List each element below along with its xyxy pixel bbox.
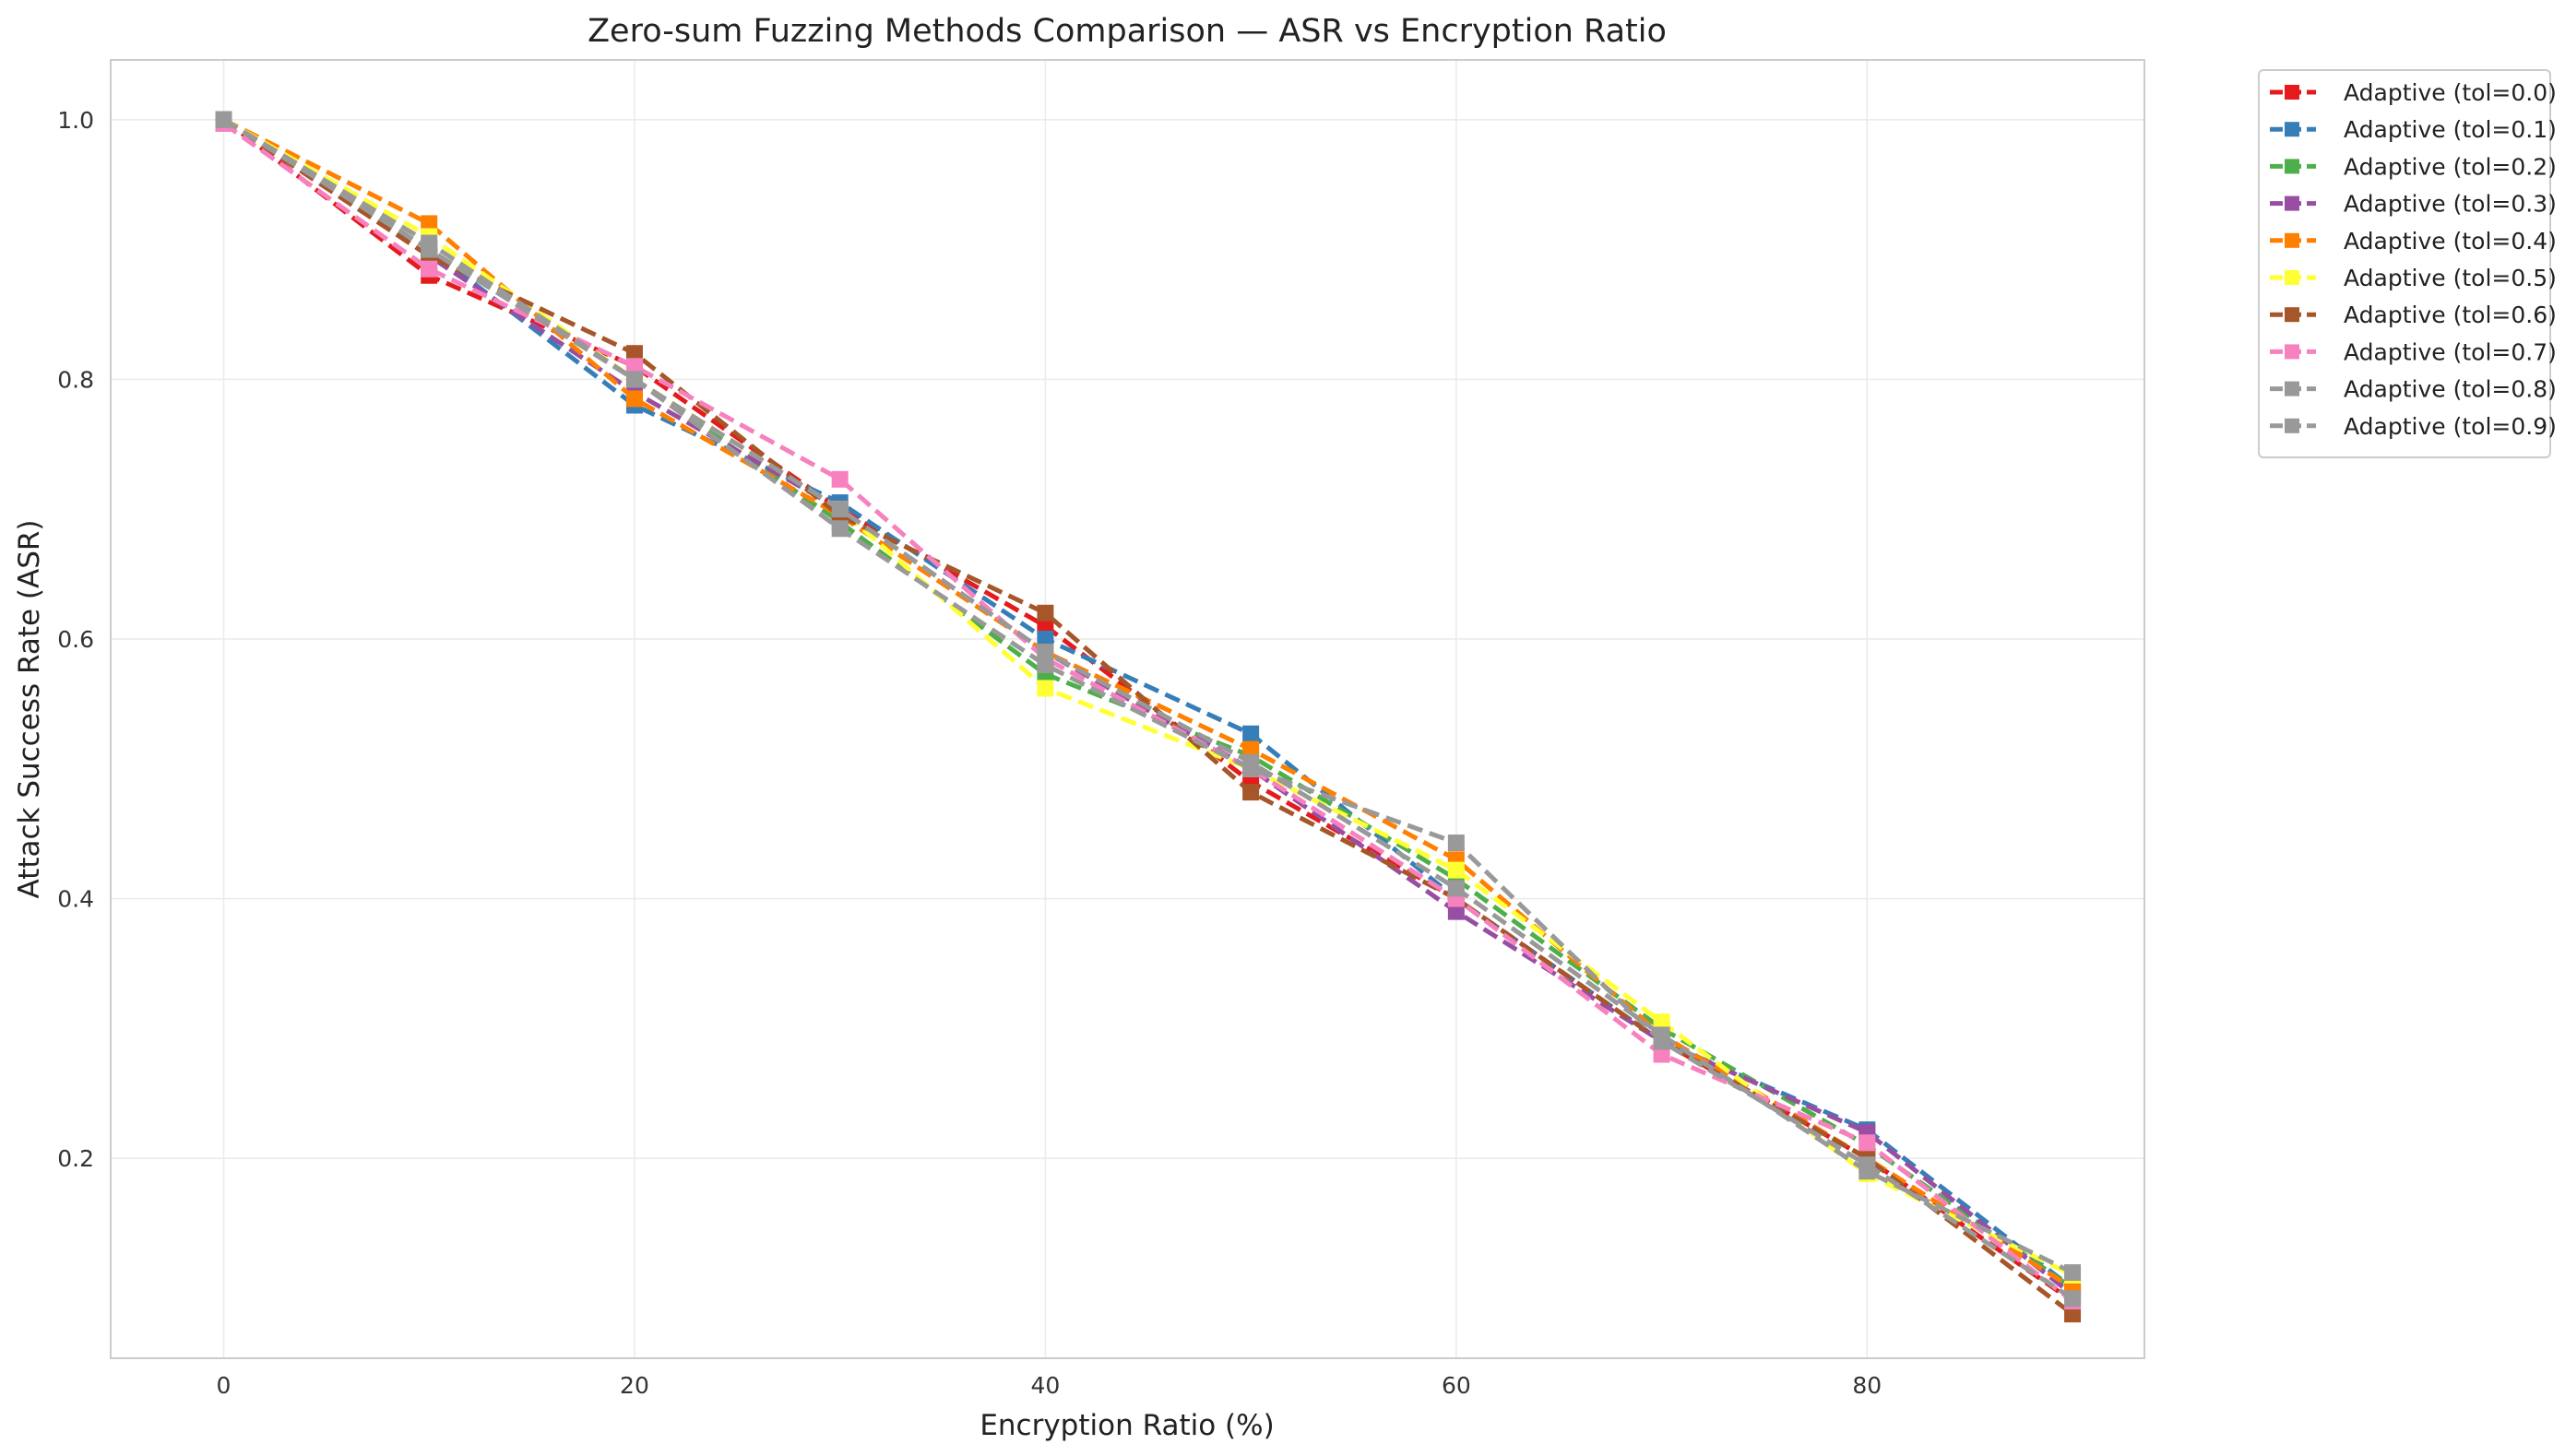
legend-marker (2285, 344, 2299, 359)
data-point (626, 390, 643, 407)
legend-marker (2285, 270, 2299, 285)
x-tick-label: 80 (1852, 1372, 1882, 1399)
legend-label: Adaptive (tol=0.3) (2344, 191, 2557, 218)
legend-marker (2285, 196, 2299, 211)
data-point (1448, 880, 1465, 896)
data-point (832, 520, 849, 537)
legend-label: Adaptive (tol=0.6) (2344, 302, 2557, 328)
legend-label: Adaptive (tol=0.7) (2344, 338, 2557, 365)
y-tick-label: 1.0 (57, 107, 94, 134)
y-tick-label: 0.6 (57, 626, 94, 653)
data-point (1037, 680, 1053, 696)
data-point (1242, 726, 1259, 742)
data-point (626, 371, 643, 387)
data-point (2064, 1264, 2081, 1281)
legend-marker (2285, 122, 2299, 136)
data-point (1037, 605, 1053, 621)
data-point (1858, 1134, 1875, 1151)
x-tick-label: 40 (1031, 1372, 1061, 1399)
data-point (832, 471, 849, 488)
legend-label: Adaptive (tol=0.8) (2344, 376, 2557, 403)
legend-label: Adaptive (tol=0.5) (2344, 265, 2557, 291)
data-point (1242, 784, 1259, 800)
data-point (216, 112, 232, 128)
legend-marker (2285, 233, 2299, 248)
data-point (1242, 754, 1259, 771)
legend-label: Adaptive (tol=0.0) (2344, 79, 2557, 106)
data-point (832, 501, 849, 517)
x-tick-label: 60 (1442, 1372, 1471, 1399)
plot-area (111, 60, 2144, 1358)
legend: Adaptive (tol=0.0) Adaptive (tol=0.1) Adap… (2259, 70, 2557, 457)
x-tick-label: 20 (620, 1372, 649, 1399)
y-tick-label: 0.2 (57, 1145, 94, 1172)
legend-label: Adaptive (tol=0.1) (2344, 116, 2557, 143)
data-point (2064, 1290, 2081, 1307)
legend-label: Adaptive (tol=0.2) (2344, 153, 2557, 180)
legend-marker (2285, 382, 2299, 397)
data-point (421, 261, 437, 278)
legend-marker (2285, 307, 2299, 322)
data-point (1858, 1163, 1875, 1179)
chart-title: Zero-sum Fuzzing Methods Comparison — AS… (588, 13, 1667, 50)
y-tick-label: 0.4 (57, 886, 94, 913)
data-point (1448, 835, 1465, 851)
legend-label: Adaptive (tol=0.9) (2344, 413, 2557, 440)
data-point (1037, 644, 1053, 660)
x-axis-label: Encryption Ratio (%) (980, 1409, 1274, 1442)
x-tick-label: 0 (217, 1372, 232, 1399)
y-axis-label: Attack Success Rate (ASR) (13, 519, 46, 898)
legend-marker (2285, 159, 2299, 173)
legend-label: Adaptive (tol=0.4) (2344, 228, 2557, 255)
data-point (1448, 862, 1465, 879)
legend-marker (2285, 419, 2299, 433)
data-point (1654, 1026, 1670, 1043)
data-point (421, 235, 437, 252)
y-tick-label: 0.8 (57, 366, 94, 393)
legend-marker (2285, 85, 2299, 100)
